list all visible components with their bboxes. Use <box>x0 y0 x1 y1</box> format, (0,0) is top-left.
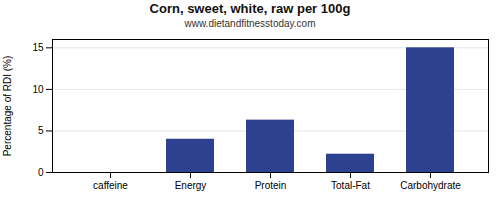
svg-text:15: 15 <box>32 42 44 53</box>
svg-text:10: 10 <box>32 84 44 95</box>
svg-text:Percentage of RDI (%): Percentage of RDI (%) <box>2 56 13 157</box>
svg-text:Carbohydrate: Carbohydrate <box>400 180 461 191</box>
svg-text:0: 0 <box>38 167 44 178</box>
svg-text:5: 5 <box>38 125 44 136</box>
html-text:www.dietandfitnesstoday.com: www.dietandfitnesstoday.com <box>184 18 316 29</box>
svg-text:Protein: Protein <box>255 180 287 191</box>
html-text:Corn, sweet, white, raw per 10: Corn, sweet, white, raw per 100g <box>149 1 351 16</box>
svg-text:Energy: Energy <box>175 180 207 191</box>
svg-text:Total-Fat: Total-Fat <box>331 180 370 191</box>
svg-text:caffeine: caffeine <box>93 180 128 191</box>
